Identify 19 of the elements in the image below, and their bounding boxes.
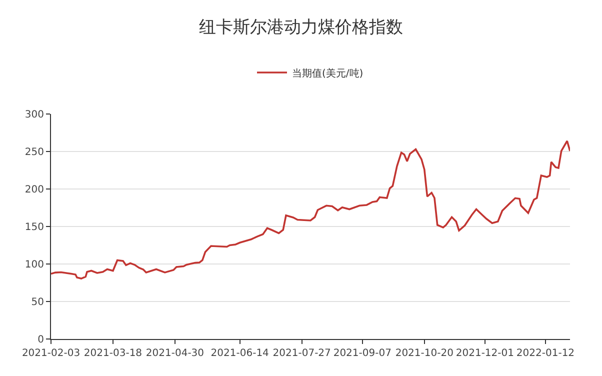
y-tick-label: 300	[24, 110, 44, 120]
x-tick-label: 2021-09-07	[333, 348, 392, 359]
y-tick-label: 150	[24, 222, 44, 233]
chart-title: 纽卡斯尔港动力煤价格指数	[199, 17, 403, 38]
y-tick-label: 200	[24, 184, 44, 196]
line-series	[51, 140, 570, 280]
x-tick-label: 2021-04-30	[146, 348, 204, 359]
x-tick-label: 2021-12-01	[456, 348, 514, 359]
x-tick-label: 2021-03-18	[84, 348, 142, 359]
x-tick-label: 2021-06-14	[210, 348, 269, 359]
x-tick-label: 2021-02-03	[22, 348, 80, 359]
y-tick-label: 50	[31, 297, 44, 308]
legend-label: 当期值(美元/吨)	[292, 67, 364, 80]
y-tick-label: 250	[24, 147, 44, 158]
x-tick-label: 2022-01-12	[516, 348, 575, 359]
y-tick-label: 0	[38, 334, 44, 346]
y-tick-label: 100	[24, 260, 44, 270]
x-tick-label: 2021-10-20	[395, 348, 454, 359]
x-tick-label: 2021-07-27	[272, 348, 331, 359]
